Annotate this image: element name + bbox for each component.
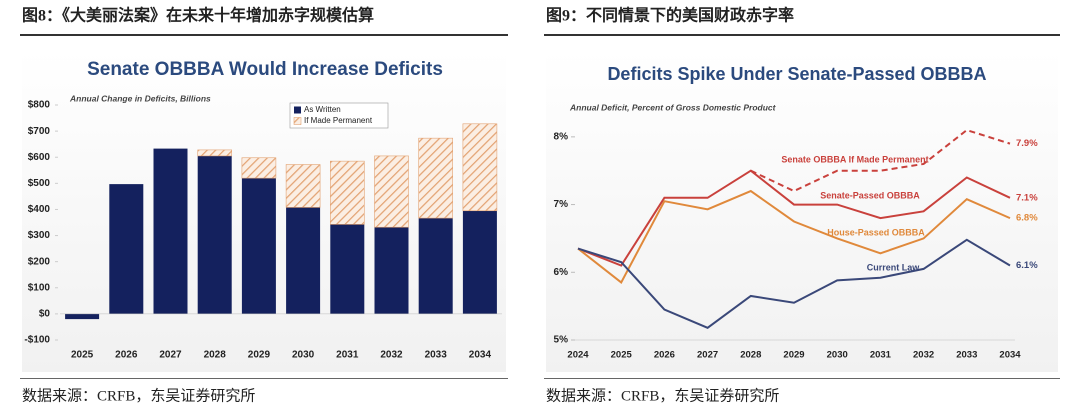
rule [20, 378, 508, 379]
bar [374, 155, 409, 228]
chart-subtitle: Annual Change in Deficits, Billions [69, 93, 211, 103]
legend-swatch [294, 106, 301, 114]
legend-label: If Made Permanent [304, 116, 373, 125]
x-tick-label: 2028 [204, 350, 227, 361]
bar [462, 210, 497, 314]
value-label: 7.9% [1016, 138, 1038, 149]
x-tick-label: 2030 [827, 350, 848, 361]
series-line [577, 238, 1011, 329]
y-tick-label: 8% [554, 131, 569, 142]
rule [20, 34, 508, 36]
bar [329, 160, 365, 225]
x-tick-label: 2026 [115, 350, 138, 361]
source-note: 数据来源：CRFB，东吴证券研究所 [546, 387, 779, 404]
value-label: 6.8% [1016, 213, 1038, 224]
y-tick-label: 5% [554, 335, 569, 346]
y-tick-label: $600 [28, 152, 51, 163]
bar [418, 137, 454, 219]
x-tick-label: 2034 [999, 350, 1021, 361]
rule [544, 34, 1060, 36]
series-line [577, 189, 1011, 284]
x-tick-label: 2032 [380, 350, 403, 361]
value-label: 6.1% [1016, 260, 1038, 271]
chart-title: Deficits Spike Under Senate-Passed OBBBA [607, 64, 986, 84]
bar [286, 207, 321, 314]
x-tick-label: 2030 [292, 350, 315, 361]
chart-panel [546, 50, 1058, 372]
series-label: House-Passed OBBBA [827, 227, 925, 237]
series-label: Current Law [867, 262, 921, 272]
bar [109, 184, 144, 314]
x-tick-label: 2031 [870, 350, 892, 361]
x-tick-label: 2025 [71, 350, 94, 361]
y-tick-label: $400 [28, 204, 51, 215]
y-tick-label: $100 [28, 282, 51, 293]
y-tick-label: $500 [28, 178, 51, 189]
y-tick-label: $800 [28, 100, 51, 111]
x-tick-label: 2026 [654, 350, 675, 361]
legend-label: As Written [304, 105, 341, 114]
y-tick-label: -$100 [24, 335, 50, 346]
x-tick-label: 2028 [740, 350, 761, 361]
y-tick-label: $300 [28, 230, 51, 241]
bar [153, 148, 188, 314]
bar [462, 123, 498, 212]
chart-title: Senate OBBBA Would Increase Deficits [87, 59, 443, 80]
bar [241, 157, 277, 179]
rule [544, 378, 1060, 379]
x-tick-label: 2034 [469, 350, 492, 361]
series-line [577, 169, 1011, 267]
figure-caption: 图8：《大美丽法案》在未来十年增加赤字规模估算 [22, 6, 374, 25]
bar [330, 224, 365, 314]
series-label: Senate OBBBA If Made Permanent [781, 154, 928, 164]
x-tick-label: 2032 [913, 350, 934, 361]
x-tick-label: 2033 [956, 350, 977, 361]
y-tick-label: $200 [28, 256, 51, 267]
x-tick-label: 2027 [697, 350, 718, 361]
y-tick-label: 7% [554, 199, 569, 210]
bar [241, 178, 276, 314]
y-tick-label: $0 [39, 309, 51, 320]
x-tick-label: 2024 [567, 350, 589, 361]
value-label: 7.1% [1016, 192, 1038, 203]
x-tick-label: 2029 [783, 350, 804, 361]
y-tick-label: 6% [554, 267, 569, 278]
bar [374, 227, 409, 314]
bar [197, 149, 232, 157]
bar [285, 164, 321, 208]
x-tick-label: 2033 [425, 350, 448, 361]
legend-box [289, 102, 389, 129]
bar [197, 155, 232, 314]
series-label: Senate-Passed OBBBA [820, 190, 920, 200]
y-tick-label: $700 [28, 126, 51, 137]
source-note: 数据来源：CRFB，东吴证券研究所 [22, 387, 255, 404]
x-tick-label: 2027 [159, 350, 182, 361]
x-tick-label: 2031 [336, 350, 359, 361]
bar [65, 313, 100, 320]
bar [418, 218, 453, 314]
x-tick-label: 2025 [611, 350, 633, 361]
legend-swatch [293, 117, 302, 125]
chart-subtitle: Annual Deficit, Percent of Gross Domesti… [569, 102, 777, 112]
x-tick-label: 2029 [248, 350, 271, 361]
figure-caption: 图9：不同情景下的美国财政赤字率 [546, 6, 794, 25]
